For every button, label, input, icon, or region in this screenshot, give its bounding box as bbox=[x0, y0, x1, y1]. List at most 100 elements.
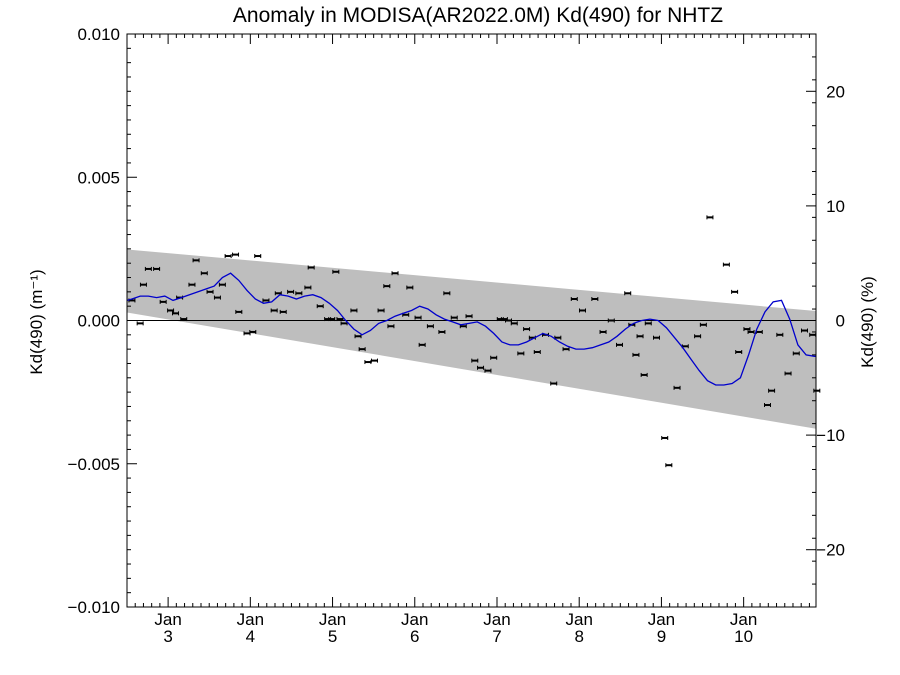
x-tick-label-month: Jan bbox=[648, 610, 675, 629]
data-point bbox=[295, 291, 303, 296]
y-tick-label-right: −20 bbox=[816, 541, 845, 560]
data-point bbox=[316, 304, 324, 309]
data-point bbox=[533, 350, 541, 355]
data-point bbox=[735, 350, 743, 355]
x-tick-label-day: 7 bbox=[492, 627, 501, 646]
data-point bbox=[188, 282, 196, 287]
x-tick-label-day: 3 bbox=[163, 627, 172, 646]
data-point bbox=[599, 329, 607, 334]
data-point bbox=[665, 463, 673, 468]
data-point bbox=[699, 322, 707, 327]
data-point bbox=[471, 358, 479, 363]
x-tick-label-day: 10 bbox=[734, 627, 753, 646]
data-point bbox=[139, 282, 147, 287]
data-point bbox=[578, 308, 586, 313]
data-point bbox=[465, 314, 473, 319]
data-point bbox=[624, 291, 632, 296]
data-point bbox=[694, 334, 702, 339]
x-tick-label-day: 6 bbox=[410, 627, 419, 646]
data-point bbox=[153, 266, 161, 271]
data-point bbox=[136, 321, 144, 326]
y-tick-label-left: 0.000 bbox=[77, 312, 120, 331]
data-point bbox=[477, 365, 485, 370]
data-point bbox=[484, 368, 492, 373]
data-point bbox=[443, 291, 451, 296]
data-point bbox=[550, 381, 558, 386]
data-point bbox=[763, 403, 771, 408]
y-tick-label-left: 0.010 bbox=[77, 25, 120, 44]
data-point bbox=[510, 321, 518, 326]
data-point bbox=[776, 332, 784, 337]
data-point bbox=[383, 284, 391, 289]
y-tick-label-left: 0.005 bbox=[77, 168, 120, 187]
x-tick-label-month: Jan bbox=[154, 610, 181, 629]
y-axis-label-right: Kd(490) (%) bbox=[858, 276, 877, 368]
y-axis-right: 20 10 0 −10 −20 bbox=[806, 33, 845, 608]
data-point bbox=[328, 317, 336, 322]
data-point bbox=[570, 297, 578, 302]
x-tick-label-day: 4 bbox=[246, 627, 255, 646]
x-tick-label-month: Jan bbox=[565, 610, 592, 629]
data-point bbox=[391, 271, 399, 276]
data-point bbox=[192, 258, 200, 263]
data-point bbox=[307, 265, 315, 270]
data-point bbox=[224, 254, 232, 259]
data-point bbox=[731, 289, 739, 294]
data-point bbox=[332, 269, 340, 274]
y-axis-left: 0.010 0.005 0.000 −0.005 −0.010 bbox=[68, 25, 137, 617]
data-point bbox=[350, 308, 358, 313]
data-point bbox=[200, 271, 208, 276]
smoothed-series-line bbox=[126, 272, 816, 386]
data-point bbox=[279, 309, 287, 314]
data-point bbox=[661, 435, 669, 440]
data-point bbox=[636, 334, 644, 339]
data-point bbox=[218, 282, 226, 287]
data-point bbox=[414, 315, 422, 320]
data-point bbox=[562, 347, 570, 352]
x-tick-label-day: 5 bbox=[328, 627, 337, 646]
data-point bbox=[159, 299, 167, 304]
data-point bbox=[232, 252, 240, 257]
data-point bbox=[304, 285, 312, 290]
data-point bbox=[370, 358, 378, 363]
data-point bbox=[800, 328, 808, 333]
x-tick-label-day: 9 bbox=[657, 627, 666, 646]
data-point bbox=[206, 289, 214, 294]
x-tick-label-month: Jan bbox=[319, 610, 346, 629]
data-point bbox=[270, 308, 278, 313]
data-point bbox=[792, 351, 800, 356]
y-tick-label-right: 10 bbox=[826, 197, 845, 216]
x-tick-label-month: Jan bbox=[237, 610, 264, 629]
data-point bbox=[358, 347, 366, 352]
data-point bbox=[249, 329, 257, 334]
data-point bbox=[167, 308, 175, 313]
data-point bbox=[517, 351, 525, 356]
data-point bbox=[743, 327, 751, 332]
data-point bbox=[640, 372, 648, 377]
data-point bbox=[784, 371, 792, 376]
data-point bbox=[172, 311, 180, 316]
data-point bbox=[406, 285, 414, 290]
data-point bbox=[438, 329, 446, 334]
x-tick-label-day: 8 bbox=[574, 627, 583, 646]
data-point bbox=[523, 327, 531, 332]
plot-frame bbox=[126, 33, 817, 608]
data-point bbox=[235, 309, 243, 314]
data-point bbox=[632, 352, 640, 357]
y-tick-label-right: −10 bbox=[816, 426, 845, 445]
x-tick-label-month: Jan bbox=[730, 610, 757, 629]
data-point bbox=[644, 321, 652, 326]
data-point bbox=[377, 308, 385, 313]
data-point bbox=[813, 388, 821, 393]
data-point bbox=[418, 342, 426, 347]
data-point bbox=[490, 355, 498, 360]
data-point bbox=[213, 295, 221, 300]
data-point bbox=[747, 329, 755, 334]
data-point bbox=[254, 254, 262, 259]
data-point bbox=[364, 360, 372, 365]
x-tick-label-month: Jan bbox=[483, 610, 510, 629]
data-point bbox=[144, 266, 152, 271]
data-point bbox=[673, 385, 681, 390]
